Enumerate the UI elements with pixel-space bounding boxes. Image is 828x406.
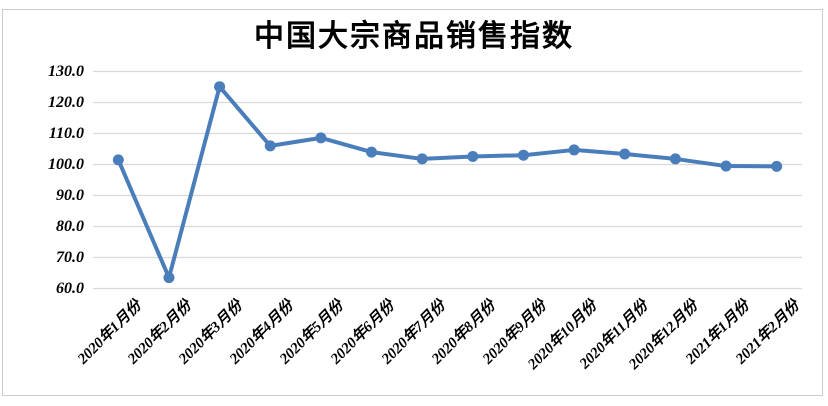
data-point-marker bbox=[568, 144, 580, 156]
data-point-marker bbox=[112, 154, 124, 166]
data-point-marker bbox=[619, 148, 631, 160]
data-point-marker bbox=[416, 153, 428, 165]
y-axis-tick-label: 120.0 bbox=[48, 93, 84, 111]
y-axis-tick-label: 100.0 bbox=[48, 155, 84, 173]
y-axis-tick-label: 70.0 bbox=[56, 248, 84, 266]
data-point-marker bbox=[720, 160, 732, 172]
y-axis-tick-label: 90.0 bbox=[56, 186, 84, 204]
data-point-marker bbox=[163, 272, 175, 284]
data-point-marker bbox=[771, 160, 783, 172]
chart-title: 中国大宗商品销售指数 bbox=[254, 20, 574, 53]
data-point-marker bbox=[214, 81, 226, 93]
data-point-marker bbox=[366, 146, 378, 158]
data-point-marker bbox=[315, 132, 327, 144]
y-axis-tick-label: 130.0 bbox=[48, 62, 84, 80]
series-line bbox=[116, 84, 779, 280]
data-point-marker bbox=[467, 150, 479, 162]
y-axis-tick-label: 110.0 bbox=[48, 124, 84, 142]
data-point-marker bbox=[669, 153, 681, 165]
y-axis-tick-label: 80.0 bbox=[56, 217, 84, 235]
data-point-marker bbox=[264, 140, 276, 152]
y-axis-tick-label: 60.0 bbox=[56, 279, 84, 297]
data-point-marker bbox=[517, 149, 529, 161]
